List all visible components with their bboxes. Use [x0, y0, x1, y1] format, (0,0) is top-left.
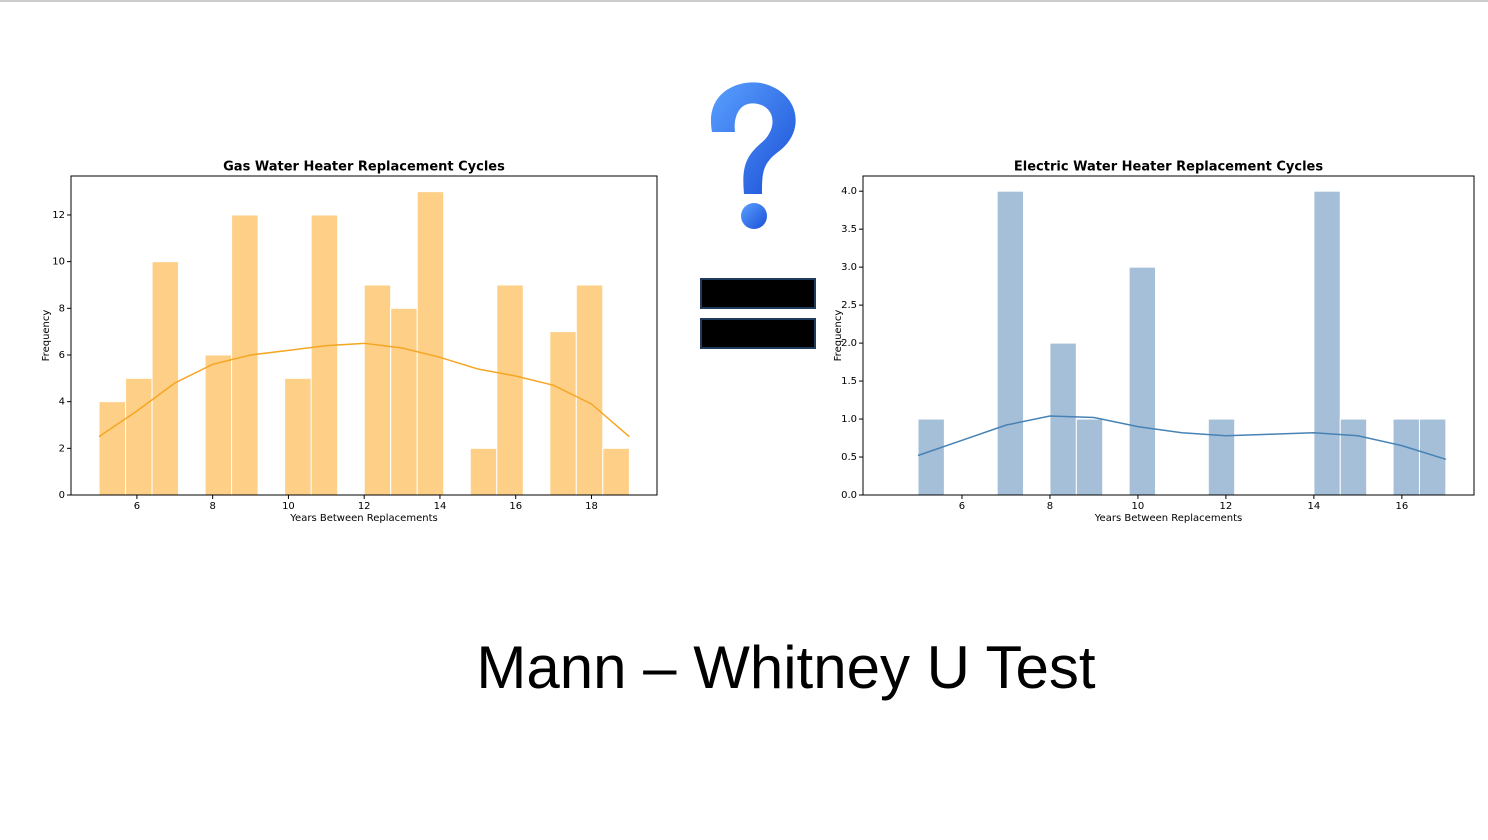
y-tick-label: 1.5 — [841, 376, 857, 387]
y-axis-label: Frequency — [833, 310, 844, 362]
x-tick-label: 6 — [959, 501, 965, 512]
y-axis-label: Frequency — [41, 310, 52, 362]
x-tick-label: 10 — [1132, 501, 1145, 512]
bar — [575, 284, 604, 496]
kde-line — [917, 415, 1447, 461]
bar — [310, 214, 339, 496]
chart: Gas Water Heater Replacement Cycles 6 8 10 1… — [41, 160, 658, 524]
y-tick-label: 4 — [59, 397, 65, 408]
bar — [390, 307, 418, 496]
x-tick-label: 8 — [1047, 501, 1053, 512]
y-tick-label: 6 — [59, 350, 65, 361]
bar — [1313, 190, 1341, 496]
bar — [98, 401, 127, 496]
y-tick-label: 2.0 — [841, 338, 857, 349]
chart-title: Gas Water Heater Replacement Cycles — [223, 160, 505, 175]
x-tick-label: 12 — [1220, 501, 1233, 512]
slide-caption: Mann – Whitney U Test — [476, 634, 1095, 701]
x-tick-label: 8 — [209, 501, 215, 512]
bar — [363, 284, 392, 496]
question-mark — [710, 82, 796, 229]
bar — [469, 447, 498, 496]
bar — [917, 418, 945, 496]
bar — [602, 447, 630, 496]
bar — [1075, 418, 1104, 496]
x-tick-label: 14 — [1308, 501, 1321, 512]
bar — [1418, 418, 1447, 496]
x-tick-label: 6 — [134, 501, 140, 512]
bar — [284, 377, 312, 496]
equals-bar — [700, 318, 816, 349]
x-tick-label: 16 — [1395, 501, 1408, 512]
bar — [1128, 266, 1157, 496]
y-tick-label: 1.0 — [841, 414, 857, 425]
bar — [1339, 418, 1368, 496]
x-tick-label: 10 — [282, 501, 295, 512]
x-tick-label: 12 — [358, 501, 371, 512]
y-tick-label: 4.0 — [841, 186, 857, 197]
x-tick-label: 14 — [434, 501, 447, 512]
equals-bar — [700, 278, 816, 309]
x-tick-label: 18 — [585, 501, 598, 512]
x-axis-label: Years Between Replacements — [289, 513, 437, 524]
x-axis-label: Years Between Replacements — [1094, 513, 1242, 524]
y-tick-label: 10 — [52, 257, 65, 268]
y-tick-label: 2.5 — [841, 300, 857, 311]
bar — [204, 354, 233, 496]
y-tick-label: 12 — [52, 210, 65, 221]
y-tick-label: 3.0 — [841, 262, 857, 273]
bar — [549, 331, 577, 496]
bar — [1207, 418, 1236, 496]
chart: Electric Water Heater Replacement Cycles… — [833, 160, 1475, 524]
plot-frame — [862, 175, 1475, 496]
bar — [1049, 342, 1077, 496]
x-tick-label: 16 — [509, 501, 522, 512]
y-tick-label: 8 — [59, 303, 65, 314]
bar — [151, 261, 180, 496]
y-tick-label: 3.5 — [841, 224, 857, 235]
kde-line — [98, 342, 630, 438]
bar — [1392, 418, 1420, 496]
bar — [125, 377, 153, 496]
bar — [496, 284, 524, 496]
bar — [996, 190, 1025, 496]
y-tick-label: 0.5 — [841, 452, 857, 463]
y-tick-label: 0 — [59, 490, 65, 501]
chart-title: Electric Water Heater Replacement Cycles — [1014, 160, 1323, 175]
y-tick-label: 0.0 — [841, 490, 857, 501]
y-tick-label: 2 — [59, 443, 65, 454]
bar — [416, 191, 445, 496]
